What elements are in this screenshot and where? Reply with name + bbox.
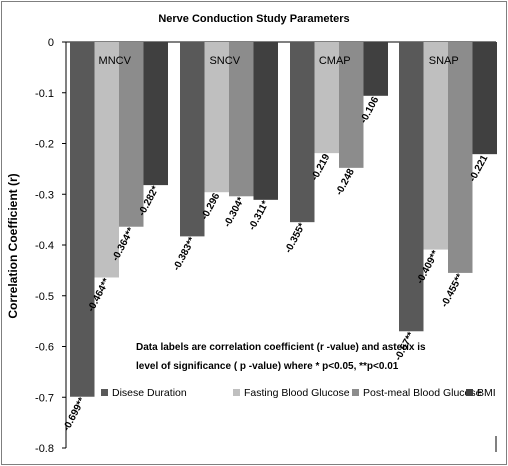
legend-entry: Disese Duration (112, 387, 187, 399)
legend-swatch (352, 389, 359, 396)
bar-snap-2 (423, 42, 448, 250)
bar-mncv-3 (119, 42, 144, 227)
bar-mncv-2 (94, 42, 119, 278)
category-label: SNAP (429, 55, 459, 67)
bar-mncv-1 (70, 42, 95, 397)
y-axis-label: Correlation Coefficient (r) (6, 173, 20, 318)
category-label: MNCV (99, 55, 132, 67)
bar-snap-3 (448, 42, 473, 273)
category-label: SNCV (209, 55, 240, 67)
y-tick-label: -0.3 (35, 189, 54, 201)
bar-sncv-3 (229, 42, 254, 197)
legend-swatch (101, 389, 108, 396)
category-labels: MNCV SNCV CMAP SNAP (99, 55, 459, 67)
annotation-line-1: Data labels are correlation coefficient … (136, 342, 426, 353)
bar-cmap-1 (290, 42, 315, 223)
legend-entry: Fasting Blood Glucose (244, 387, 350, 399)
bar-sncv-1 (180, 42, 205, 237)
y-tick-label: -0.1 (35, 88, 54, 100)
y-tick-label: -0.8 (35, 443, 54, 455)
y-tick-label: -0.4 (35, 240, 54, 252)
legend-entry: Post-meal Blood Glucose (363, 387, 482, 399)
chart-title: Nerve Conduction Study Parameters (158, 13, 349, 25)
bar-cmap-3 (339, 42, 364, 168)
y-tick-label: -0.6 (35, 342, 54, 354)
annotation-line-2: level of significance ( p -value) where … (136, 361, 399, 372)
y-tick-label: -0.2 (35, 139, 54, 151)
y-tick-label: 0 (48, 37, 54, 49)
legend-entry: BMI (477, 387, 496, 399)
y-tick-label: -0.7 (35, 392, 54, 404)
category-label: CMAP (319, 55, 351, 67)
bar-sncv-4 (253, 42, 278, 200)
bar-cmap-4 (363, 42, 388, 96)
bar-snap-4 (472, 42, 497, 155)
bar-snap-1 (399, 42, 424, 332)
y-ticks: 0 -0.1 -0.2 -0.3 -0.4 -0.5 -0.6 -0.7 -0.8 (35, 37, 66, 455)
legend-swatch (466, 389, 473, 396)
bar-cmap-2 (314, 42, 339, 154)
legend-swatch (233, 389, 240, 396)
bar-sncv-2 (204, 42, 229, 193)
y-tick-label: -0.5 (35, 291, 54, 303)
bars (70, 42, 497, 397)
bar-mncv-4 (143, 42, 168, 186)
legend: Disese Duration Fasting Blood Glucose Post… (101, 387, 496, 399)
